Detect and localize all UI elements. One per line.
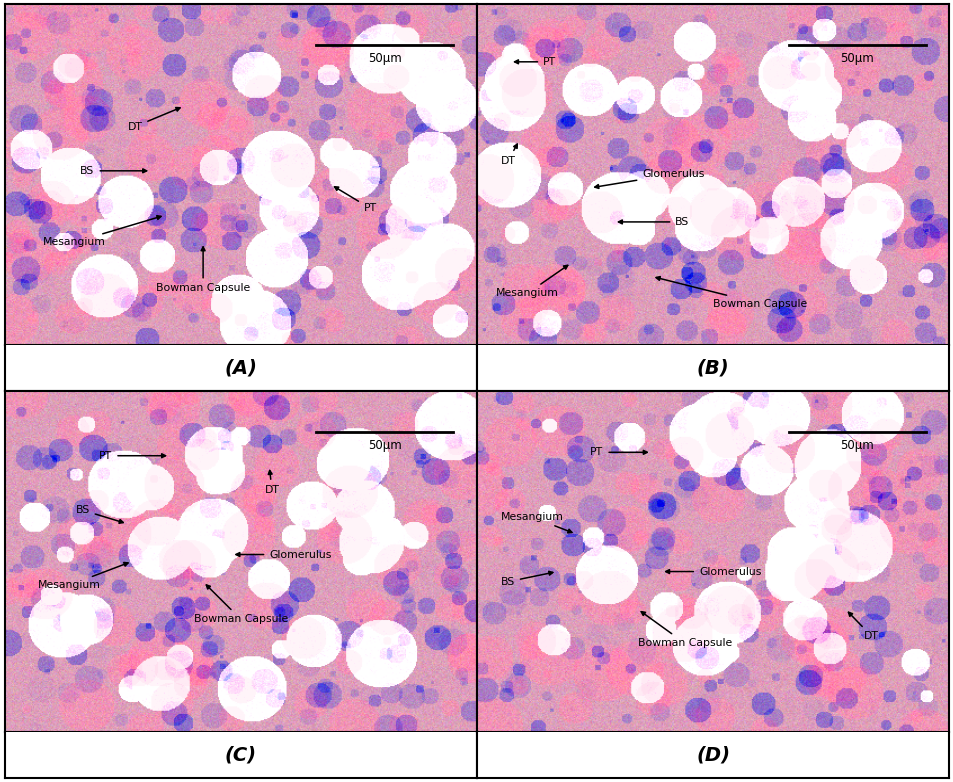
Text: DT: DT xyxy=(128,107,180,131)
Text: 50μm: 50μm xyxy=(368,52,401,65)
Text: Mesangium: Mesangium xyxy=(496,265,567,299)
Text: Bowman Capsule: Bowman Capsule xyxy=(193,585,288,624)
Text: BS: BS xyxy=(618,217,689,227)
Text: (B): (B) xyxy=(696,358,729,377)
Text: DT: DT xyxy=(847,612,878,641)
Text: PT: PT xyxy=(514,57,556,66)
Text: BS: BS xyxy=(75,505,123,523)
Text: DT: DT xyxy=(500,144,517,166)
Text: Bowman Capsule: Bowman Capsule xyxy=(637,612,731,648)
Text: PT: PT xyxy=(335,187,376,213)
Text: Mesangium: Mesangium xyxy=(38,562,128,590)
Text: (A): (A) xyxy=(224,358,257,377)
Text: 50μm: 50μm xyxy=(368,439,401,452)
Text: Mesangium: Mesangium xyxy=(500,512,572,533)
Text: Glomerulus: Glomerulus xyxy=(665,566,760,576)
Text: (D): (D) xyxy=(696,745,729,764)
Text: Glomerulus: Glomerulus xyxy=(235,550,332,559)
Text: Mesangium: Mesangium xyxy=(43,216,161,247)
Text: PT: PT xyxy=(99,450,166,461)
Text: PT: PT xyxy=(590,447,646,457)
Text: DT: DT xyxy=(264,471,279,495)
Text: (C): (C) xyxy=(225,745,256,764)
Text: BS: BS xyxy=(80,166,147,176)
Text: 50μm: 50μm xyxy=(840,439,873,452)
Text: Glomerulus: Glomerulus xyxy=(594,169,704,188)
Text: Bowman Capsule: Bowman Capsule xyxy=(656,277,806,309)
Text: BS: BS xyxy=(500,572,553,586)
Text: 50μm: 50μm xyxy=(840,52,873,65)
Text: Bowman Capsule: Bowman Capsule xyxy=(156,247,250,293)
